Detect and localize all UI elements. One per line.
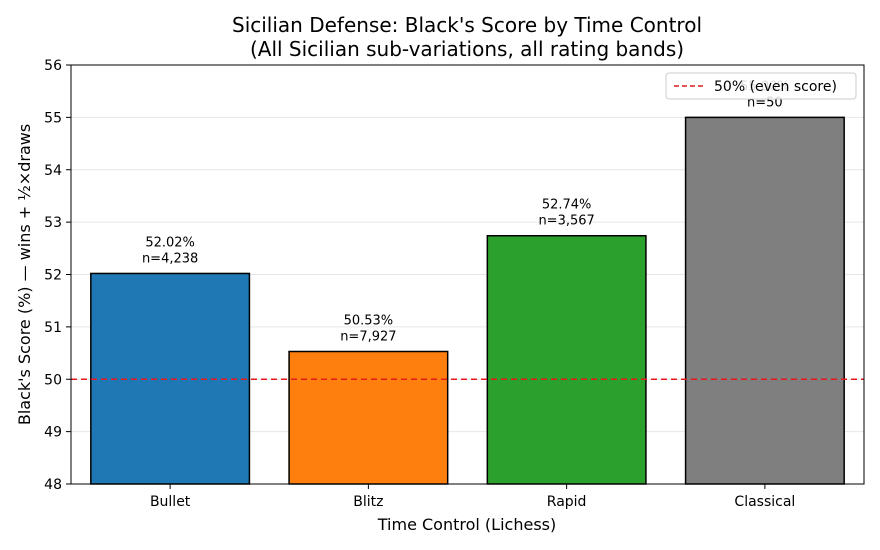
y-tick-label: 48 [44, 477, 62, 493]
chart-title: Sicilian Defense: Black's Score by Time … [232, 13, 702, 37]
y-axis-ticks: 48 49 50 51 52 53 54 55 56 [44, 58, 71, 493]
y-tick-label: 49 [44, 425, 62, 441]
y-tick-label: 52 [44, 268, 62, 284]
bar-value-label: 52.02% [145, 235, 195, 250]
bars [90, 116, 845, 485]
y-axis-label: Black's Score (%) — wins + ½×draws [15, 124, 34, 425]
x-axis-label: Time Control (Lichess) [377, 515, 556, 534]
bar-classical [684, 116, 845, 485]
x-tick-label: Rapid [547, 494, 587, 510]
bar-count-label: n=4,238 [142, 251, 198, 266]
y-tick-label: 54 [44, 163, 62, 179]
x-axis-ticks: Bullet Blitz Rapid Classical [150, 484, 795, 510]
y-tick-label: 50 [44, 372, 62, 388]
legend-label: 50% (even score) [714, 79, 837, 95]
chart-subtitle: (All Sicilian sub-variations, all rating… [250, 37, 684, 61]
x-tick-label: Classical [734, 494, 795, 510]
y-tick-label: 56 [44, 58, 62, 74]
bar-blitz [288, 350, 449, 485]
legend: 50% (even score) [665, 72, 857, 100]
bar-count-label: n=7,927 [340, 329, 396, 344]
y-tick-label: 51 [44, 320, 62, 336]
bar-value-label: 52.74% [542, 198, 592, 213]
x-tick-label: Bullet [150, 494, 191, 510]
y-tick-label: 53 [44, 215, 62, 231]
y-tick-label: 55 [44, 110, 62, 126]
bar-count-label: n=3,567 [538, 214, 594, 229]
x-tick-label: Blitz [353, 494, 383, 510]
bar-rapid [486, 234, 647, 485]
legend-box [665, 72, 857, 100]
bar-value-label: 50.53% [344, 313, 394, 328]
